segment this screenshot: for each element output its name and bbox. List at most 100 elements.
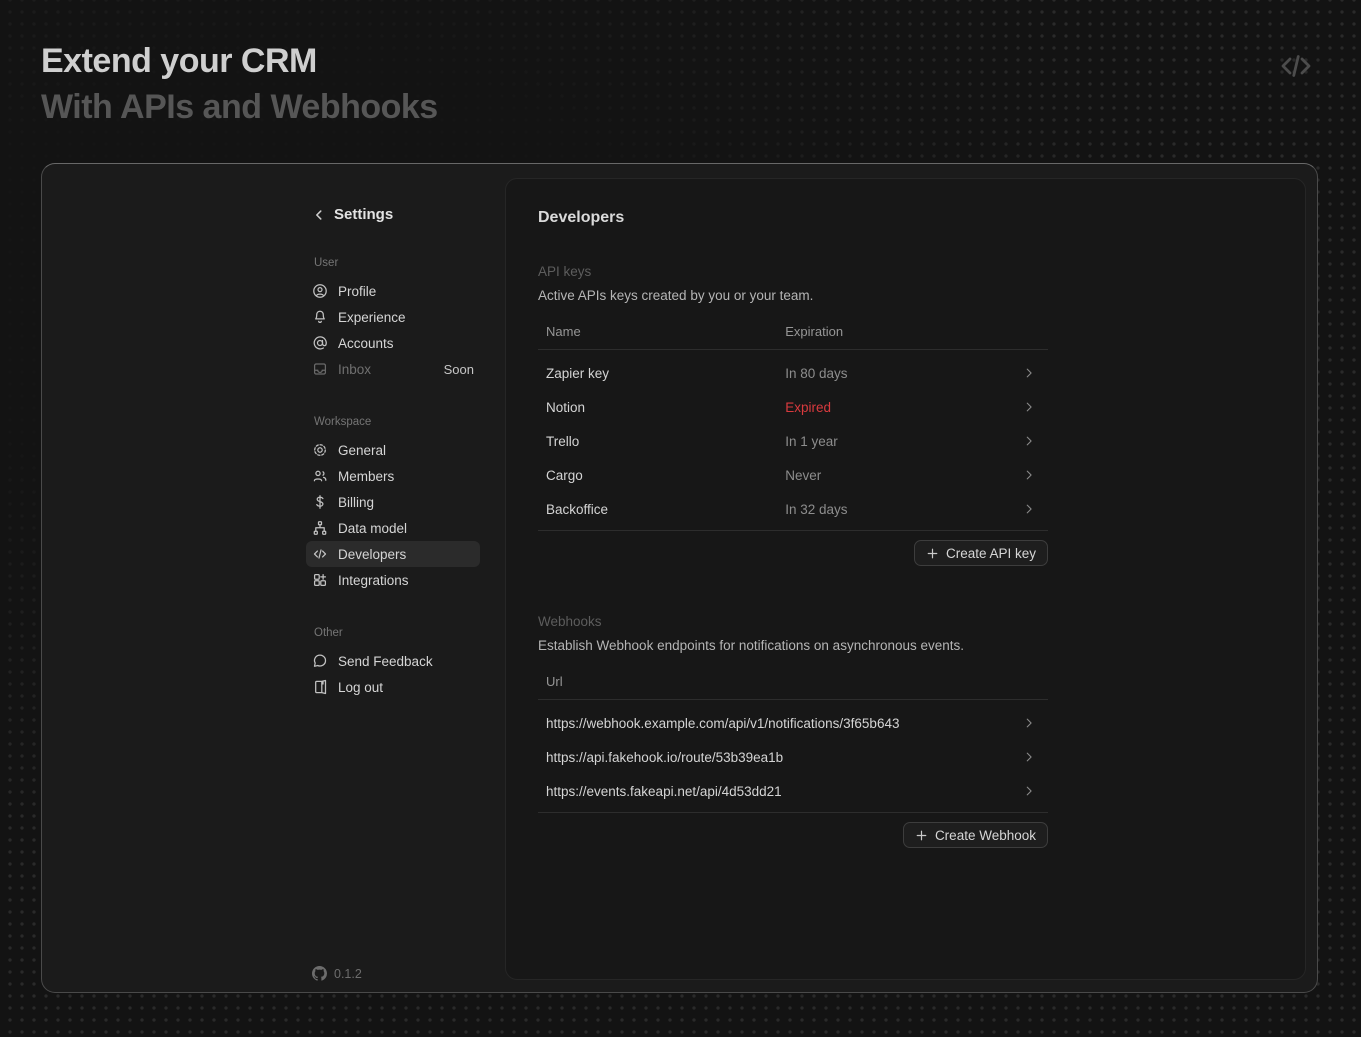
sidebar-item-inbox[interactable]: Inbox Soon (306, 356, 480, 382)
sidebar-item-label: General (338, 442, 387, 458)
api-key-name: Notion (546, 399, 586, 415)
sidebar-item-label: Billing (338, 494, 375, 510)
sidebar-section-user: User Profile Experience Accounts Inbox Soon (312, 257, 474, 382)
sidebar-item-profile[interactable]: Profile (306, 278, 480, 304)
sidebar-section-label: Other (314, 627, 343, 639)
api-key-expiration: In 80 days (785, 365, 848, 381)
sidebar-item-label: Data model (338, 520, 408, 536)
data-model-icon (312, 520, 328, 536)
sidebar-item-label: Accounts (338, 335, 394, 351)
webhook-row[interactable]: https://webhook.example.com/api/v1/notif… (538, 700, 1048, 741)
chevron-right-icon[interactable] (1014, 424, 1048, 458)
api-key-name: Backoffice (538, 492, 778, 531)
sidebar-item-label: Profile (338, 283, 377, 299)
webhooks-label: Webhooks (538, 614, 602, 629)
chevron-right-icon[interactable] (1014, 740, 1048, 774)
sidebar-item-integrations[interactable]: Integrations (306, 567, 480, 593)
gear-icon (312, 442, 328, 458)
webhook-row[interactable]: https://api.fakehook.io/route/53b39ea1b (538, 740, 1048, 774)
sidebar-nav: User Profile Experience Accounts Inbox Soon Wo… (306, 257, 480, 700)
sidebar-item-label: Integrations (338, 572, 409, 588)
sidebar-item-general[interactable]: General (306, 437, 480, 463)
api-key-row[interactable]: Zapier key In 80 days (538, 350, 1048, 391)
sidebar-section-other: Other Send Feedback Log out (312, 627, 474, 700)
dollar-icon (312, 494, 328, 510)
create-api-key-button[interactable]: Create API key (913, 540, 1048, 566)
sidebar-item-label: Send Feedback (338, 653, 433, 669)
column-header-expiration: Expiration (777, 324, 1014, 350)
api-keys-table: Name Expiration Zapier key In 80 days Noti… (538, 324, 1048, 531)
at-icon (312, 335, 328, 351)
developers-panel: Developers API keys Active APIs keys cre… (505, 178, 1306, 980)
sidebar-item-label: Inbox (338, 361, 372, 377)
column-header-name: Name (538, 324, 778, 350)
app-version: 0.1.2 (312, 966, 362, 981)
create-webhook-button[interactable]: Create Webhook (902, 822, 1048, 848)
sidebar-item-accounts[interactable]: Accounts (306, 330, 480, 356)
webhook-url: https://webhook.example.com/api/v1/notif… (546, 715, 900, 731)
chevron-right-icon[interactable] (1014, 350, 1048, 391)
sidebar-item-label: Members (338, 468, 395, 484)
page-title-line2: With APIs and Webhooks (41, 88, 438, 126)
column-header-url: Url (538, 674, 1014, 700)
code-icon (312, 546, 328, 562)
sidebar-item-send-feedback[interactable]: Send Feedback (306, 648, 480, 674)
integrations-icon (312, 572, 328, 588)
sidebar-item-label: Experience (338, 309, 406, 325)
sidebar-item-log-out[interactable]: Log out (306, 674, 480, 700)
plus-icon (915, 829, 928, 842)
create-webhook-label: Create Webhook (934, 827, 1036, 843)
api-key-expiration: In 32 days (777, 492, 1014, 531)
api-key-expiration: Expired (785, 399, 832, 415)
settings-window: Settings User Profile Experience Accounts In… (41, 163, 1318, 993)
api-key-row[interactable]: Backoffice In 32 days (538, 492, 1048, 531)
chevron-right-icon[interactable] (1014, 390, 1048, 424)
feedback-icon (312, 653, 328, 669)
api-key-row[interactable]: Notion Expired (538, 390, 1048, 424)
sidebar-item-billing[interactable]: Billing (306, 489, 480, 515)
api-keys-label: API keys (538, 264, 592, 279)
api-keys-section: API keys Active APIs keys created by you… (538, 264, 1048, 566)
webhook-row[interactable]: https://events.fakeapi.net/api/4d53dd21 (538, 774, 1048, 813)
plus-icon (926, 547, 939, 560)
sidebar-section-label: User (314, 257, 339, 269)
sidebar-item-developers[interactable]: Developers (306, 541, 480, 567)
settings-title: Settings (334, 206, 394, 223)
chevron-right-icon[interactable] (1014, 700, 1048, 741)
sidebar-section-workspace: Workspace General Members Billing Data model… (306, 416, 480, 593)
sidebar-section-label: Workspace (314, 416, 372, 428)
sidebar-item-members[interactable]: Members (306, 463, 480, 489)
sidebar-item-label: Log out (338, 679, 384, 695)
bell-icon (312, 309, 328, 325)
members-icon (312, 468, 328, 484)
webhooks-section: Webhooks Establish Webhook endpoints for… (538, 614, 1048, 848)
create-api-key-label: Create API key (945, 545, 1036, 561)
sidebar-item-experience[interactable]: Experience (306, 304, 480, 330)
chevron-right-icon[interactable] (1014, 492, 1048, 531)
api-key-name: Trello (546, 433, 580, 449)
api-key-expiration: In 1 year (785, 433, 838, 449)
page-title-line1: Extend your CRM (41, 42, 317, 80)
webhook-url: https://events.fakeapi.net/api/4d53dd21 (538, 774, 1014, 813)
inbox-icon (312, 361, 328, 377)
version-label: 0.1.2 (334, 966, 362, 981)
api-key-name: Cargo (546, 467, 583, 483)
webhooks-table: Url https://webhook.example.com/api/v1/n… (538, 674, 1048, 813)
code-icon (1276, 46, 1316, 86)
soon-badge: Soon (443, 361, 474, 377)
column-header-actions (1014, 324, 1048, 350)
api-key-row[interactable]: Cargo Never (538, 458, 1048, 492)
panel-title: Developers (538, 209, 625, 226)
page-header: Extend your CRM With APIs and Webhooks (41, 38, 1320, 130)
sidebar-item-data-model[interactable]: Data model (306, 515, 480, 541)
logout-icon (312, 679, 328, 695)
chevron-right-icon[interactable] (1014, 458, 1048, 492)
column-header-actions (1014, 674, 1048, 700)
settings-back-button[interactable]: Settings (312, 206, 474, 223)
api-key-name: Zapier key (546, 365, 610, 381)
api-key-row[interactable]: Trello In 1 year (538, 424, 1048, 458)
api-key-expiration: Never (785, 467, 822, 483)
chevron-left-icon (312, 208, 326, 222)
chevron-right-icon[interactable] (1014, 774, 1048, 813)
